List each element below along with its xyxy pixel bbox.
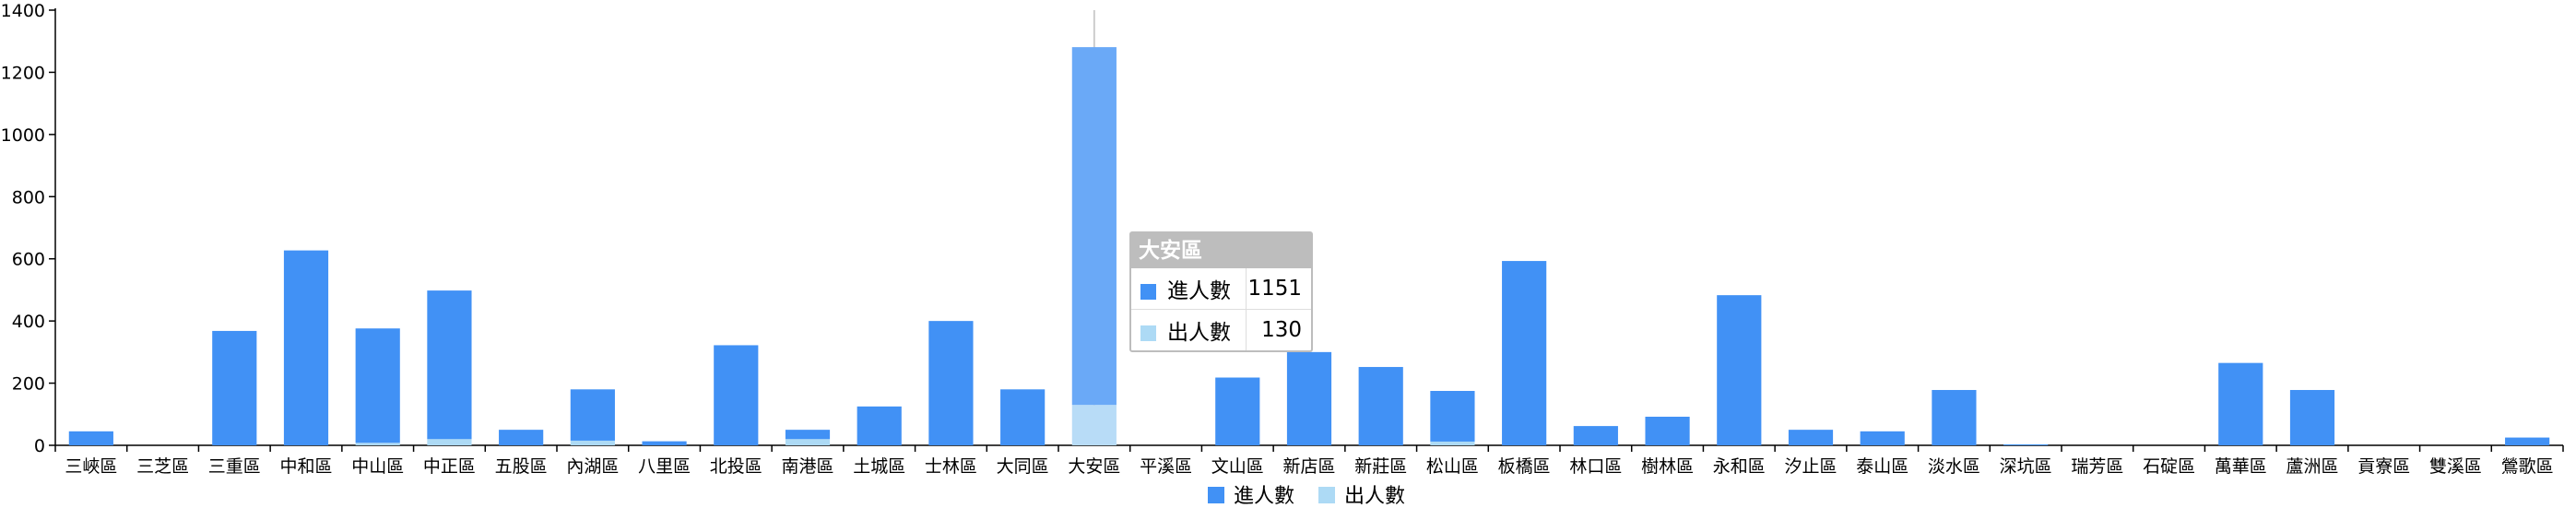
bar-in — [1860, 431, 1905, 445]
x-tick-label: 汐止區 — [1784, 456, 1837, 477]
x-tick-label: 中山區 — [351, 456, 404, 477]
legend-swatch-icon — [1208, 487, 1224, 503]
bar-in — [1071, 47, 1117, 406]
x-tick-label: 石碇區 — [2143, 456, 2195, 477]
bar-in — [1788, 430, 1834, 445]
bar-in — [1000, 389, 1046, 445]
x-tick-label: 貢寮區 — [2357, 456, 2410, 477]
x-tick-label: 松山區 — [1426, 456, 1479, 477]
bar-in — [785, 430, 831, 440]
tooltip-series-name: 進人數 — [1167, 279, 1231, 303]
chart-tooltip: 大安區 進人數 1151 出人數 130 — [1129, 231, 1313, 352]
y-tick-label: 600 — [12, 250, 45, 270]
x-tick-label: 土城區 — [853, 456, 905, 477]
bar-in — [1286, 351, 1332, 445]
bar-in — [1573, 426, 1618, 445]
x-tick-label: 平溪區 — [1140, 456, 1192, 477]
x-tick-label: 蘆洲區 — [2286, 456, 2338, 477]
x-tick-label: 鶯歌區 — [2501, 456, 2554, 477]
x-tick-label: 八里區 — [638, 456, 691, 477]
y-tick-label: 200 — [12, 374, 45, 395]
x-tick-label: 瑞芳區 — [2071, 456, 2123, 477]
bar-in — [2003, 443, 2049, 445]
bar-in — [1502, 261, 1547, 445]
bar-in — [857, 406, 902, 445]
x-tick-label: 雙溪區 — [2429, 456, 2482, 477]
bar-in — [212, 330, 257, 445]
x-tick-label: 泰山區 — [1856, 456, 1908, 477]
legend-swatch-icon — [1318, 487, 1335, 503]
x-tick-label: 士林區 — [925, 456, 977, 477]
tooltip-value: 130 — [1246, 309, 1311, 350]
bar-in — [642, 441, 687, 445]
bar-in — [1932, 389, 1977, 445]
bar-in — [283, 250, 329, 445]
x-tick-label: 淡水區 — [1928, 456, 1980, 477]
x-tick-label: 中正區 — [423, 456, 476, 477]
tooltip-row: 進人數 1151 — [1131, 268, 1311, 310]
bar-out — [1430, 441, 1475, 445]
x-tick-label: 五股區 — [495, 456, 548, 477]
tooltip-table: 進人數 1151 出人數 130 — [1131, 268, 1311, 350]
x-tick-label: 樹林區 — [1641, 456, 1694, 477]
x-tick-label: 大安區 — [1068, 456, 1120, 477]
y-tick-label: 400 — [12, 312, 45, 332]
x-tick-label: 北投區 — [710, 456, 762, 477]
plot-area: 0 200 400 600 800 1000 1200 1400 三峽區 三芝區 三重區 中和區 中山區… — [1, 1, 2564, 508]
bar-out — [1071, 405, 1117, 445]
bar-in — [1430, 391, 1475, 442]
x-tick-label: 林口區 — [1569, 456, 1622, 477]
y-tick-label: 0 — [34, 436, 45, 456]
tooltip-series-name: 出人數 — [1167, 321, 1231, 345]
y-tick-label: 800 — [12, 187, 45, 207]
x-tick-label: 新莊區 — [1354, 456, 1407, 477]
x-tick-label: 大同區 — [997, 456, 1049, 477]
bar-in — [2289, 389, 2335, 445]
bar-in — [427, 290, 472, 440]
x-tick-label: 深坑區 — [2000, 456, 2052, 477]
bar-out — [355, 443, 400, 445]
x-tick-label: 三芝區 — [136, 456, 189, 477]
bar-in — [355, 328, 400, 443]
bar-in — [499, 430, 544, 445]
y-tick-label: 1200 — [1, 63, 45, 83]
y-tick-label: 1400 — [1, 1, 45, 21]
x-tick-label: 文山區 — [1211, 456, 1264, 477]
x-tick-label: 板橋區 — [1498, 456, 1551, 477]
bar-out — [427, 439, 472, 445]
bar-out — [570, 440, 615, 445]
bar-in — [2505, 437, 2550, 445]
x-tick-label: 三重區 — [208, 456, 261, 477]
legend-label: 進人數 — [1234, 485, 1294, 508]
tooltip-row: 出人數 130 — [1131, 309, 1311, 350]
x-tick-label: 中和區 — [279, 456, 332, 477]
bar-in — [68, 431, 113, 445]
bar-in — [570, 389, 615, 441]
bar-in — [1645, 416, 1690, 445]
x-tick-label: 三峽區 — [65, 456, 117, 477]
bar-in — [714, 345, 759, 445]
bar-out — [785, 439, 831, 445]
bar-in — [1717, 295, 1762, 445]
y-tick-label: 1000 — [1, 125, 45, 146]
bar-in — [1358, 367, 1403, 445]
bar-in — [928, 321, 974, 445]
x-tick-label: 萬華區 — [2215, 456, 2267, 477]
bar-in — [2218, 362, 2263, 445]
tooltip-title: 大安區 — [1131, 233, 1311, 268]
tooltip-swatch-icon — [1140, 284, 1156, 300]
tooltip-swatch-icon — [1140, 325, 1156, 341]
x-tick-label: 南港區 — [781, 456, 833, 477]
tooltip-value: 1151 — [1247, 277, 1302, 301]
x-tick-label: 永和區 — [1713, 456, 1766, 477]
bar-in — [1215, 377, 1260, 445]
x-tick-label: 內湖區 — [566, 456, 619, 477]
x-tick-label: 新店區 — [1282, 456, 1335, 477]
legend-label: 出人數 — [1344, 485, 1405, 508]
